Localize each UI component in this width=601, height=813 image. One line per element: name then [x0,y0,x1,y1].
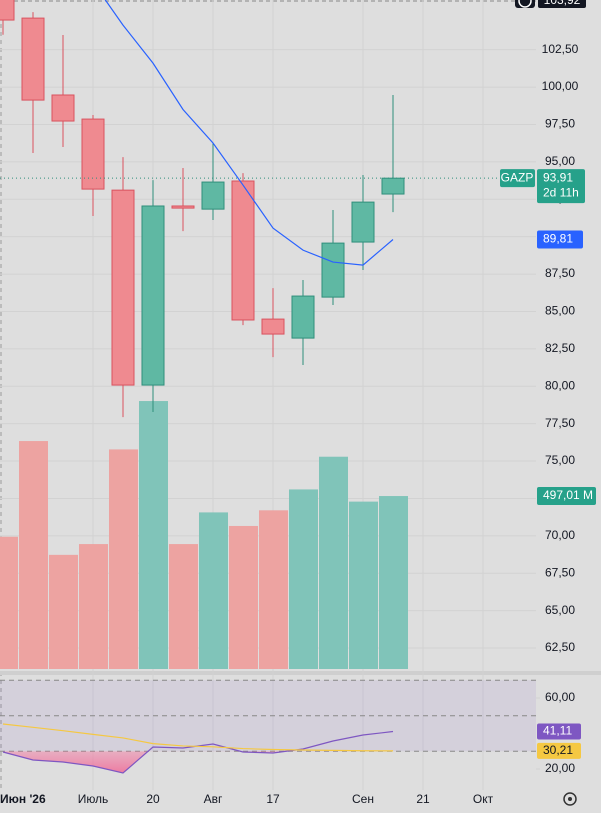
y-tick-label: 75,00 [545,453,575,467]
osc-value-label: 30,21 [543,743,573,757]
moving-average [104,0,394,266]
x-tick-label: Июн '26 [0,792,46,806]
add-alert-icon [518,0,532,8]
candle-body [351,201,375,243]
volume-bar [199,512,228,669]
candle-body [0,0,15,21]
add-alert-button[interactable] [515,0,535,8]
volume-bar [349,501,378,669]
candle-body [291,295,315,339]
y-tick-label: 77,50 [545,416,575,430]
x-tick-label: Сен [352,792,374,806]
y-tick-label: 67,50 [545,565,575,579]
symbol-label: GAZP [501,170,534,184]
y-tick-label: 65,00 [545,603,575,617]
candle-body [261,318,285,335]
candle-body [201,181,225,210]
oscillator-pane [0,679,536,774]
volume-bar [379,496,408,669]
osc-value-box [537,742,581,759]
time-axis [0,790,601,813]
y-tick-label: 85,00 [545,304,575,318]
x-tick-label: 20 [146,792,160,806]
osc-value-label: 41,11 [543,724,572,738]
y-tick-label: 70,00 [545,528,575,542]
countdown-label: 2d 11h [543,185,579,199]
oscillator-line [2,723,394,752]
volume-bar [49,554,78,669]
candle-body [81,118,105,190]
settings-icon-dot [568,797,572,801]
volume-bar [79,544,108,669]
main-pane [0,0,408,669]
ma-label: 89,81 [543,232,573,246]
candle-body [141,205,165,386]
osc-value-box [537,723,581,740]
pane-separator [0,671,601,675]
candle-body [231,180,255,321]
x-tick-label: Окт [473,792,494,806]
y-tick-label: 80,00 [545,378,575,392]
osc-tick-label: 20,00 [545,761,575,775]
volume-bar [109,449,138,669]
candle-body [51,94,75,122]
y-tick-label: 95,00 [545,154,575,168]
volume-bar [0,536,18,669]
volume-bar [259,510,288,669]
candle-body [381,177,405,195]
volume-bar [139,401,168,669]
x-tick-label: Июль [78,792,109,806]
candle-body [171,205,195,209]
volume-bar [19,441,48,669]
last-price-label: 93,91 [543,170,573,184]
volume-bar [319,456,348,669]
osc-tick-label: 60,00 [545,690,575,704]
x-tick-label: Авг [204,792,223,806]
y-tick-label: 102,50 [542,42,579,56]
settings-icon[interactable] [563,792,577,806]
y-tick-label: 62,50 [545,640,575,654]
volume-box [537,487,596,506]
crosshair-label: 103,92 [544,0,581,7]
volume-bar [229,525,258,669]
y-tick-label: 97,50 [545,117,575,131]
x-tick-label: 17 [266,792,280,806]
volume-label: 497,01 M [543,488,593,502]
y-tick-label: 87,50 [545,266,575,280]
volume-bar [169,544,198,669]
oscillator-band [0,680,536,752]
candle-body [21,17,45,101]
x-tick-label: 21 [416,792,430,806]
y-tick-label: 82,50 [545,341,575,355]
crosshair-box [538,0,586,8]
ma-box [537,230,583,249]
last-price-box [537,169,585,204]
volume-bar [289,489,318,669]
symbol-box [500,169,535,188]
candle-body [321,242,345,298]
y-tick-label: 100,00 [542,79,579,93]
candle-body [111,189,135,386]
